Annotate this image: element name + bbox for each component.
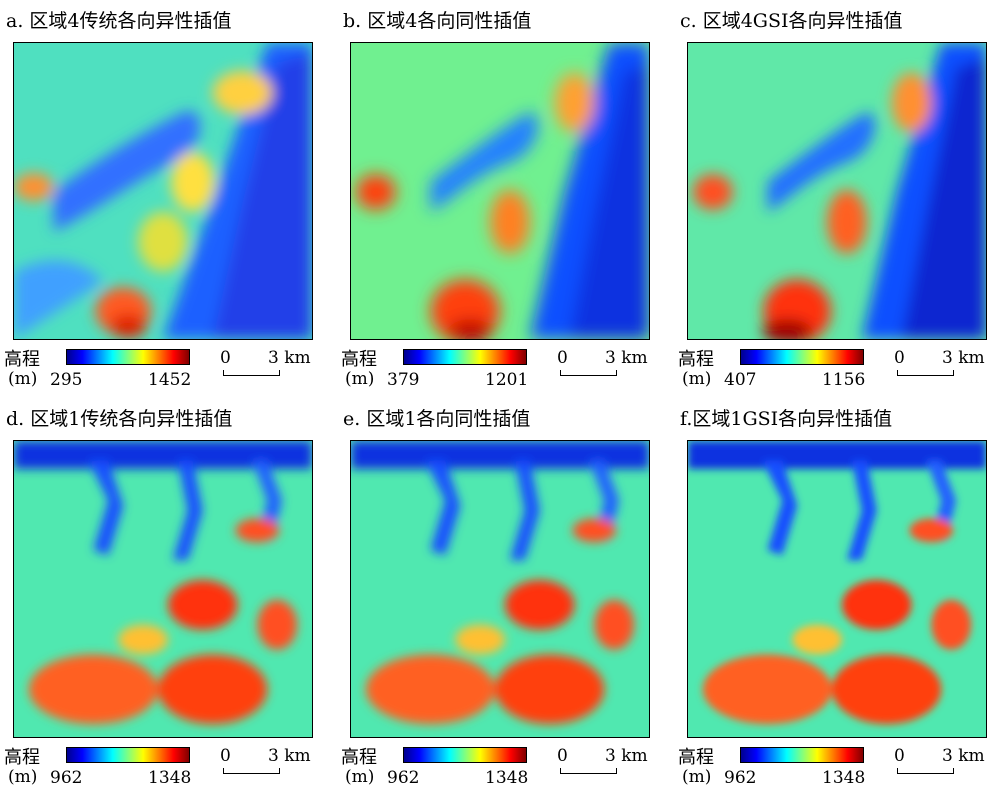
elevation-map-region4 (350, 42, 650, 340)
scale-bar (223, 370, 280, 376)
panel-c: c. 区域4GSI各向异性插值 高程 (m) 407 1156 0 3 km (674, 0, 994, 390)
color-ramp (66, 747, 190, 763)
color-ramp (66, 349, 190, 365)
legend-title: 高程 (678, 747, 714, 768)
scale-bar (897, 370, 954, 376)
panel-title: a. 区域4传统各向异性插值 (6, 10, 232, 32)
elevation-map-region1 (687, 440, 987, 738)
panel-title: c. 区域4GSI各向异性插值 (680, 10, 903, 32)
scale-bar-zero: 0 (220, 348, 231, 368)
scale-bar-length: 3 km (268, 746, 311, 766)
scale-bar (560, 370, 617, 376)
legend-max: 1156 (822, 370, 866, 390)
scale-bar-zero: 0 (220, 746, 231, 766)
legend-min: 295 (50, 370, 83, 390)
panel-d: d. 区域1传统各向异性插值 高程 (m) 962 1348 0 3 km (0, 398, 320, 788)
scale-bar-length: 3 km (942, 348, 985, 368)
legend-max: 1452 (148, 370, 192, 390)
panel-a: a. 区域4传统各向异性插值 高程 (m) 295 1452 0 3 km (0, 0, 320, 390)
color-ramp (740, 747, 864, 763)
panel-b: b. 区域4各向同性插值 高程 (m) 379 1201 0 3 km (337, 0, 657, 390)
legend-min: 379 (387, 370, 420, 390)
panel-title: b. 区域4各向同性插值 (343, 10, 532, 32)
scale-bar-length: 3 km (268, 348, 311, 368)
scale-bar-zero: 0 (557, 746, 568, 766)
scale-bar (223, 768, 280, 774)
panel-title: e. 区域1各向同性插值 (343, 408, 531, 430)
legend-min: 962 (724, 768, 757, 788)
legend-title: 高程 (341, 349, 377, 370)
legend-unit: (m) (345, 767, 375, 787)
scale-bar-length: 3 km (605, 746, 648, 766)
legend-title: 高程 (678, 349, 714, 370)
legend-title: 高程 (4, 349, 40, 370)
legend-unit: (m) (8, 369, 38, 389)
legend-title: 高程 (341, 747, 377, 768)
elevation-map-region1 (13, 440, 313, 738)
legend-unit: (m) (345, 369, 375, 389)
legend-max: 1201 (485, 370, 529, 390)
legend-unit: (m) (682, 767, 712, 787)
legend-min: 962 (387, 768, 420, 788)
scale-bar-zero: 0 (894, 348, 905, 368)
color-ramp (403, 349, 527, 365)
panel-title: f.区域1GSI各向异性插值 (680, 408, 893, 430)
elevation-map-region4 (687, 42, 987, 340)
legend-min: 407 (724, 370, 757, 390)
panel-e: e. 区域1各向同性插值 高程 (m) 962 1348 0 3 km (337, 398, 657, 788)
panel-f: f.区域1GSI各向异性插值 高程 (m) 962 1348 0 3 km (674, 398, 994, 788)
legend-unit: (m) (8, 767, 38, 787)
scale-bar-length: 3 km (605, 348, 648, 368)
scale-bar-zero: 0 (557, 348, 568, 368)
legend-max: 1348 (822, 768, 866, 788)
elevation-map-region1 (350, 440, 650, 738)
color-ramp (403, 747, 527, 763)
legend-max: 1348 (485, 768, 529, 788)
scale-bar-length: 3 km (942, 746, 985, 766)
panel-title: d. 区域1传统各向异性插值 (6, 408, 233, 430)
legend-min: 962 (50, 768, 83, 788)
legend-title: 高程 (4, 747, 40, 768)
scale-bar (897, 768, 954, 774)
elevation-map-region4 (13, 42, 313, 340)
color-ramp (740, 349, 864, 365)
scale-bar-zero: 0 (894, 746, 905, 766)
legend-unit: (m) (682, 369, 712, 389)
scale-bar (560, 768, 617, 774)
legend-max: 1348 (148, 768, 192, 788)
